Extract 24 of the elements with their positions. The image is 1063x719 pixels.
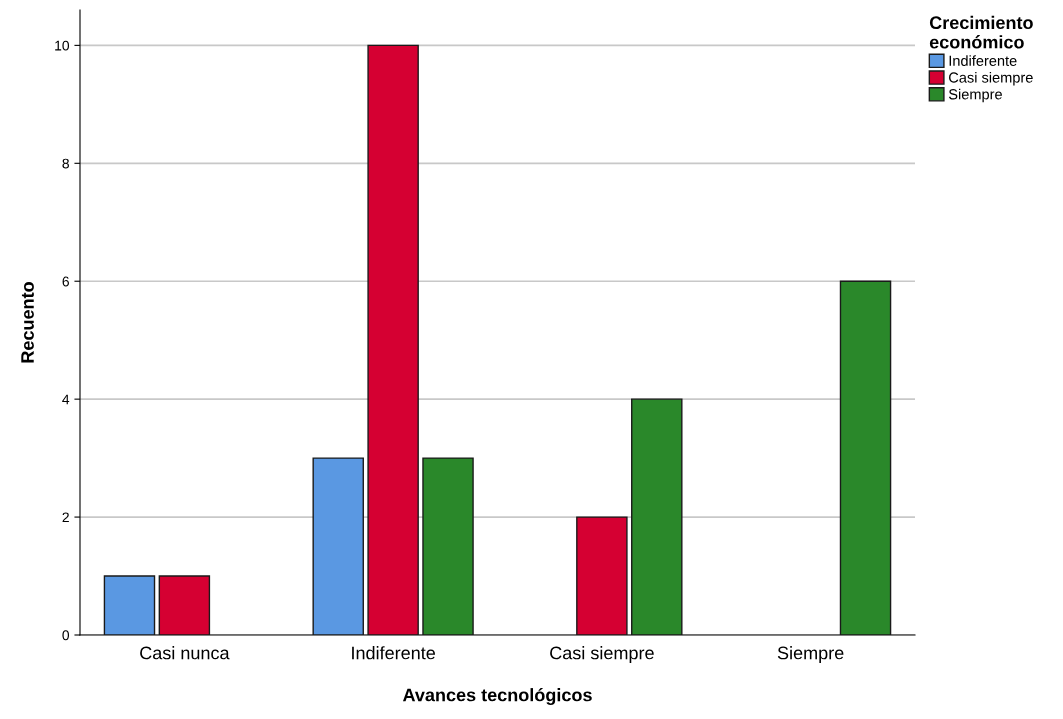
x-axis-title: Avances tecnológicos xyxy=(402,687,592,706)
x-tick-label: Casi nunca xyxy=(140,646,230,660)
legend-label: Casi siempre xyxy=(949,71,1033,86)
bar xyxy=(103,575,156,635)
y-tick-label: 0 xyxy=(62,630,70,641)
bar xyxy=(158,575,211,635)
legend-label: Siempre xyxy=(948,88,1002,103)
x-tick-label: Indiferente xyxy=(352,646,435,660)
y-axis-title: Recuento xyxy=(21,282,34,363)
x-tick-label: Siempre xyxy=(777,646,844,663)
bar xyxy=(576,516,628,635)
y-tick-label: 2 xyxy=(62,512,69,523)
x-tick-label: Casi siempre xyxy=(550,646,654,663)
bar xyxy=(312,457,364,635)
y-tick-label: 6 xyxy=(62,276,69,287)
bar xyxy=(631,398,683,635)
bar xyxy=(839,280,892,635)
legend-label: Indiferente xyxy=(949,55,1017,66)
y-tick-label: 4 xyxy=(62,394,70,405)
bar xyxy=(422,457,474,635)
y-tick-label: 8 xyxy=(62,158,69,169)
bar xyxy=(367,44,419,635)
y-tick-label: 10 xyxy=(55,40,70,51)
legend-title: Crecimiento económico xyxy=(929,15,1033,49)
